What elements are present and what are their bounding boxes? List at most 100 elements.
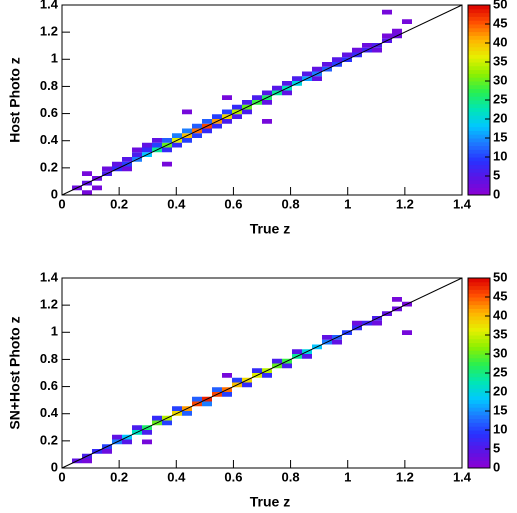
colorbar-band	[468, 342, 490, 347]
y-tick-label: 0.8	[40, 78, 58, 93]
cell	[132, 152, 142, 157]
cell	[372, 47, 382, 53]
colorbar-band	[468, 452, 490, 458]
colorbar-tick-label: 35	[493, 53, 507, 68]
colorbar-band	[468, 308, 490, 313]
colorbar-band	[468, 373, 490, 378]
cell	[182, 411, 192, 416]
x-tick-label: 0.4	[167, 469, 186, 484]
colorbar-band	[468, 187, 490, 192]
cell	[392, 297, 402, 302]
x-tick-label: 1.4	[453, 469, 472, 484]
cell	[82, 458, 92, 464]
colorbar-band	[468, 54, 490, 59]
cell	[92, 185, 102, 191]
colorbar-band	[468, 77, 490, 82]
colorbar-band	[468, 281, 490, 287]
cell	[242, 382, 252, 388]
plot-frame	[61, 4, 463, 196]
cell	[262, 373, 272, 378]
y-tick-label: 1.2	[40, 24, 58, 39]
colorbar-tick-label: 5	[493, 167, 500, 182]
x-axis-label: True z	[250, 221, 290, 237]
cell	[152, 415, 162, 421]
cell	[352, 320, 362, 326]
cell	[232, 377, 242, 383]
y-tick-label: 1	[51, 51, 58, 66]
diagonal	[61, 4, 463, 196]
cell	[292, 349, 302, 354]
colorbar-band	[468, 312, 490, 317]
colorbar-tick-label: 20	[493, 110, 507, 125]
colorbar-tick-label: 45	[493, 288, 507, 303]
cell	[222, 109, 232, 115]
cell	[242, 100, 252, 105]
colorbar-band	[468, 96, 490, 101]
colorbar-band	[468, 403, 490, 408]
cell	[282, 90, 292, 96]
colorbar-band	[468, 357, 490, 363]
colorbar-band	[468, 5, 490, 10]
y-tick-label: 0.8	[40, 351, 58, 366]
cell	[112, 434, 122, 440]
cell	[82, 190, 92, 195]
x-tick-label: 1	[344, 469, 351, 484]
cell	[262, 100, 272, 105]
colorbar-band	[468, 297, 490, 302]
y-tick-label: 1.4	[40, 269, 59, 284]
colorbar-band	[468, 31, 490, 36]
cell	[172, 142, 182, 148]
colorbar-band	[468, 327, 490, 332]
colorbar-band	[468, 433, 490, 439]
colorbar-band	[468, 107, 490, 112]
x-tick-label: 0	[58, 196, 65, 211]
y-tick-label: 0.6	[40, 105, 58, 120]
colorbar-band	[468, 24, 490, 29]
cell	[252, 95, 262, 100]
colorbar-tick-label: 30	[493, 345, 507, 360]
colorbar-band	[468, 69, 490, 74]
colorbar-band	[468, 73, 490, 78]
cell	[132, 425, 142, 430]
x-tick-label: 0.6	[224, 196, 242, 211]
cell	[182, 109, 192, 115]
colorbar-band	[468, 388, 490, 393]
colorbar-band	[468, 361, 490, 366]
colorbar-tick-label: 15	[493, 129, 507, 144]
colorbar-band	[468, 153, 490, 158]
cell	[102, 166, 112, 172]
cell	[222, 95, 232, 100]
cell	[162, 138, 172, 143]
colorbar-band	[468, 449, 490, 454]
colorbar-tick-label: 5	[493, 440, 500, 455]
colorbar-band	[468, 278, 490, 283]
y-axis-label: SN+Host Photo z	[7, 316, 23, 429]
cell	[142, 147, 152, 153]
colorbar-band	[468, 20, 490, 25]
x-tick-label: 1.2	[396, 469, 414, 484]
colorbar-band	[468, 149, 490, 154]
colorbar-band	[468, 407, 490, 412]
cell	[272, 358, 282, 364]
y-axis-label: Host Photo z	[7, 57, 23, 143]
colorbar-band	[468, 176, 490, 181]
cell	[262, 90, 272, 96]
colorbar-tick-label: 0	[493, 459, 500, 474]
colorbar-band	[468, 456, 490, 461]
colorbar-tick-label: 45	[493, 15, 507, 30]
cell	[282, 81, 292, 86]
colorbar-band	[468, 84, 490, 90]
y-tick-label: 0.2	[40, 159, 58, 174]
cell	[192, 123, 202, 129]
colorbar-band	[468, 172, 490, 177]
cell	[332, 57, 342, 62]
colorbar-band	[468, 27, 490, 33]
colorbar-band	[468, 335, 490, 340]
colorbar-band	[468, 422, 490, 427]
cell	[122, 157, 132, 162]
colorbar-band	[468, 338, 490, 344]
cell	[162, 147, 172, 153]
x-tick-label: 1.4	[453, 196, 472, 211]
cell	[182, 138, 192, 143]
x-tick-label: 0.8	[282, 469, 300, 484]
